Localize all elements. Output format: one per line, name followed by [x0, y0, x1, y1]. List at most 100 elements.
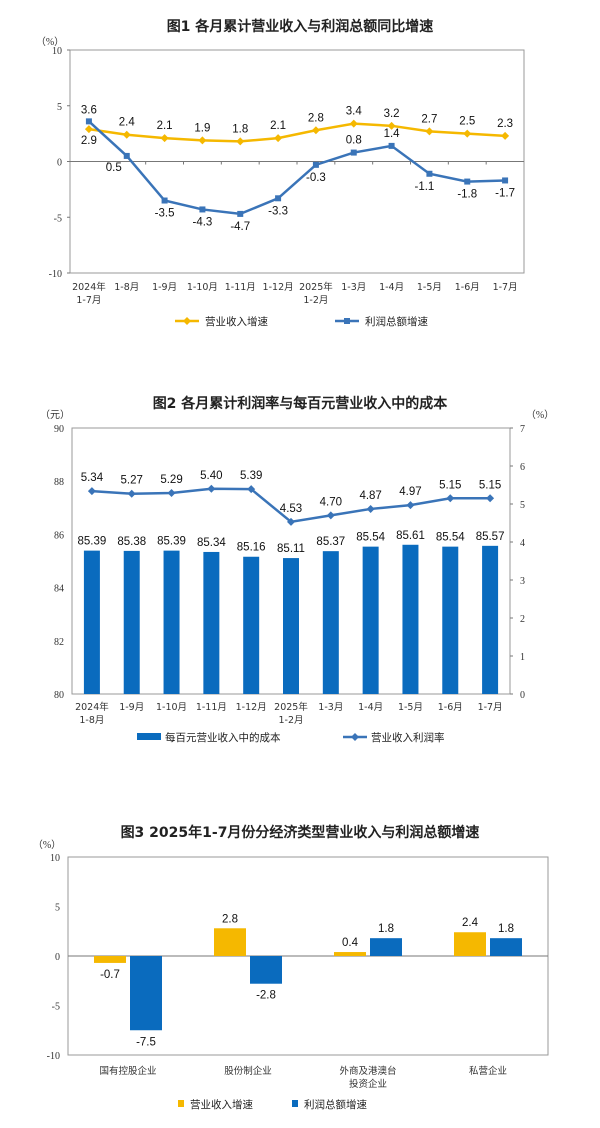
chart3-y-tick-label: 5 [55, 903, 60, 914]
chart2-legend-marker [351, 733, 359, 741]
chart2-data-point [87, 487, 96, 496]
chart2-y-right-label: 3 [520, 576, 525, 587]
chart1-x-label: 1-3月 [341, 282, 366, 293]
chart1-data-point [161, 197, 168, 204]
chart1-title: 图1 各月累计营业收入与利润总额同比增速 [167, 18, 434, 35]
chart2-data-point [366, 504, 375, 513]
chart1-legend-label: 利润总额增速 [365, 315, 428, 328]
chart1-data-label: 0.5 [106, 162, 122, 174]
chart2-data-point [167, 488, 176, 497]
chart2-y-left-label: 80 [54, 690, 64, 701]
chart1-data-point [122, 130, 131, 139]
chart2-data-point [406, 501, 415, 510]
chart1-data-label: -4.3 [193, 216, 213, 228]
chart3-legend-swatch [178, 1100, 184, 1107]
chart2-bar [283, 558, 299, 694]
chart2-bar [83, 550, 100, 694]
chart2-y-left-label: 90 [54, 424, 64, 435]
chart3-bar [454, 932, 486, 956]
chart1-data-label: 3.2 [384, 108, 400, 120]
chart2-y-left-label: 82 [54, 637, 64, 648]
chart2-data-point [446, 494, 455, 503]
chart1-data-point [311, 126, 320, 135]
chart2-legend-label: 营业收入利润率 [371, 731, 445, 744]
chart2-data-point [127, 489, 136, 498]
chart3-bar [250, 956, 282, 984]
chart2-bar-label: 85.38 [117, 536, 146, 548]
chart2-y-unit-left: （元） [40, 409, 70, 421]
chart2-bar-label: 85.57 [476, 531, 505, 543]
chart1-y-tick-label: 10 [52, 46, 62, 57]
chart3-bar-label: 2.8 [222, 913, 238, 925]
chart1-data-point [160, 134, 169, 143]
chart2-title: 图2 各月累计利润率与每百元营业收入中的成本 [153, 395, 449, 412]
chart2-bar [243, 556, 260, 694]
chart1-data-point [501, 131, 510, 140]
chart2-bar-label: 85.11 [277, 543, 305, 555]
chart2-y-right-label: 4 [520, 538, 525, 549]
chart1-data-point [274, 134, 283, 143]
chart1-data-label: 1.4 [384, 128, 401, 140]
chart3-y-tick-label: 0 [55, 952, 60, 963]
chart1-data-label: 2.4 [119, 117, 136, 129]
chart3-bar [334, 952, 366, 956]
chart2-x-label: 1-10月 [156, 702, 187, 713]
chart2-x-label: 1-4月 [358, 702, 383, 713]
chart2-bar [362, 546, 379, 694]
chart2-line-label: 5.34 [81, 472, 104, 484]
chart1-data-point [502, 177, 509, 184]
chart2-legend-swatch-bar [137, 733, 161, 740]
chart2-y-right-label: 5 [520, 500, 525, 511]
chart1-data-point [350, 149, 357, 156]
chart1-x-label: 1-9月 [152, 282, 177, 293]
chart2-line-label: 5.27 [121, 475, 143, 487]
chart2-y-right-label: 1 [520, 652, 525, 663]
chart2-line-label: 4.53 [280, 503, 302, 515]
chart2-data-point [486, 494, 495, 503]
chart2-y-right-label: 7 [520, 424, 525, 435]
chart2-bar-label: 85.16 [237, 542, 266, 554]
chart1-x-label: 2024年 1-7月 [72, 281, 106, 306]
chart1-data-label: 2.8 [308, 112, 324, 124]
chart1-data-label: 3.6 [81, 104, 97, 116]
chart2-bar-label: 85.61 [396, 530, 425, 542]
chart2-x-label: 1-9月 [119, 702, 144, 713]
chart2-bar [402, 544, 419, 694]
chart3-bar [214, 928, 246, 956]
chart1-data-point [463, 129, 472, 138]
chart3-bar-label: -7.5 [136, 1036, 156, 1048]
chart3-y-tick-label: -10 [47, 1051, 60, 1062]
chart2-line-label: 5.39 [240, 470, 262, 482]
chart2-y-right-label: 0 [520, 690, 525, 701]
chart1-y-unit: （%） [36, 36, 64, 48]
chart1-legend-label: 营业收入增速 [205, 315, 268, 328]
chart2-bar-label: 85.34 [197, 537, 226, 549]
chart2-x-label: 1-12月 [236, 702, 267, 713]
chart2-legend-label: 每百元营业收入中的成本 [165, 731, 281, 744]
chart3-legend-label: 营业收入增速 [190, 1098, 253, 1111]
chart3-bar-label: 2.4 [462, 917, 479, 929]
chart1-data-label: 0.8 [346, 135, 362, 147]
chart2-bar [482, 545, 499, 694]
chart3-bar [94, 956, 126, 963]
chart1-series-line-1 [88, 120, 506, 216]
chart1-data-label: 2.1 [157, 120, 173, 132]
chart1-y-tick-label: -10 [49, 269, 62, 280]
chart1-data-label: 1.9 [194, 122, 210, 134]
chart1-data-label: 2.1 [270, 120, 286, 132]
chart2-line-label: 4.87 [359, 490, 381, 502]
chart1-data-label: -4.7 [230, 221, 250, 233]
chart2-line-label: 5.15 [479, 479, 501, 491]
chart3-x-label: 私营企业 [469, 1065, 507, 1077]
chart3-bar-label: 1.8 [498, 923, 514, 935]
chart2-bar [322, 551, 339, 694]
chart1-x-label: 1-6月 [455, 282, 480, 293]
chart3-x-label: 股份制企业 [224, 1065, 272, 1077]
chart3-y-tick-label: -5 [52, 1002, 60, 1013]
chart1-legend-marker [183, 317, 191, 325]
chart2-line-label: 5.15 [439, 479, 461, 491]
chart2-bar-label: 85.54 [356, 532, 385, 544]
chart1-data-point [387, 121, 396, 130]
chart1-data-point [198, 136, 207, 145]
